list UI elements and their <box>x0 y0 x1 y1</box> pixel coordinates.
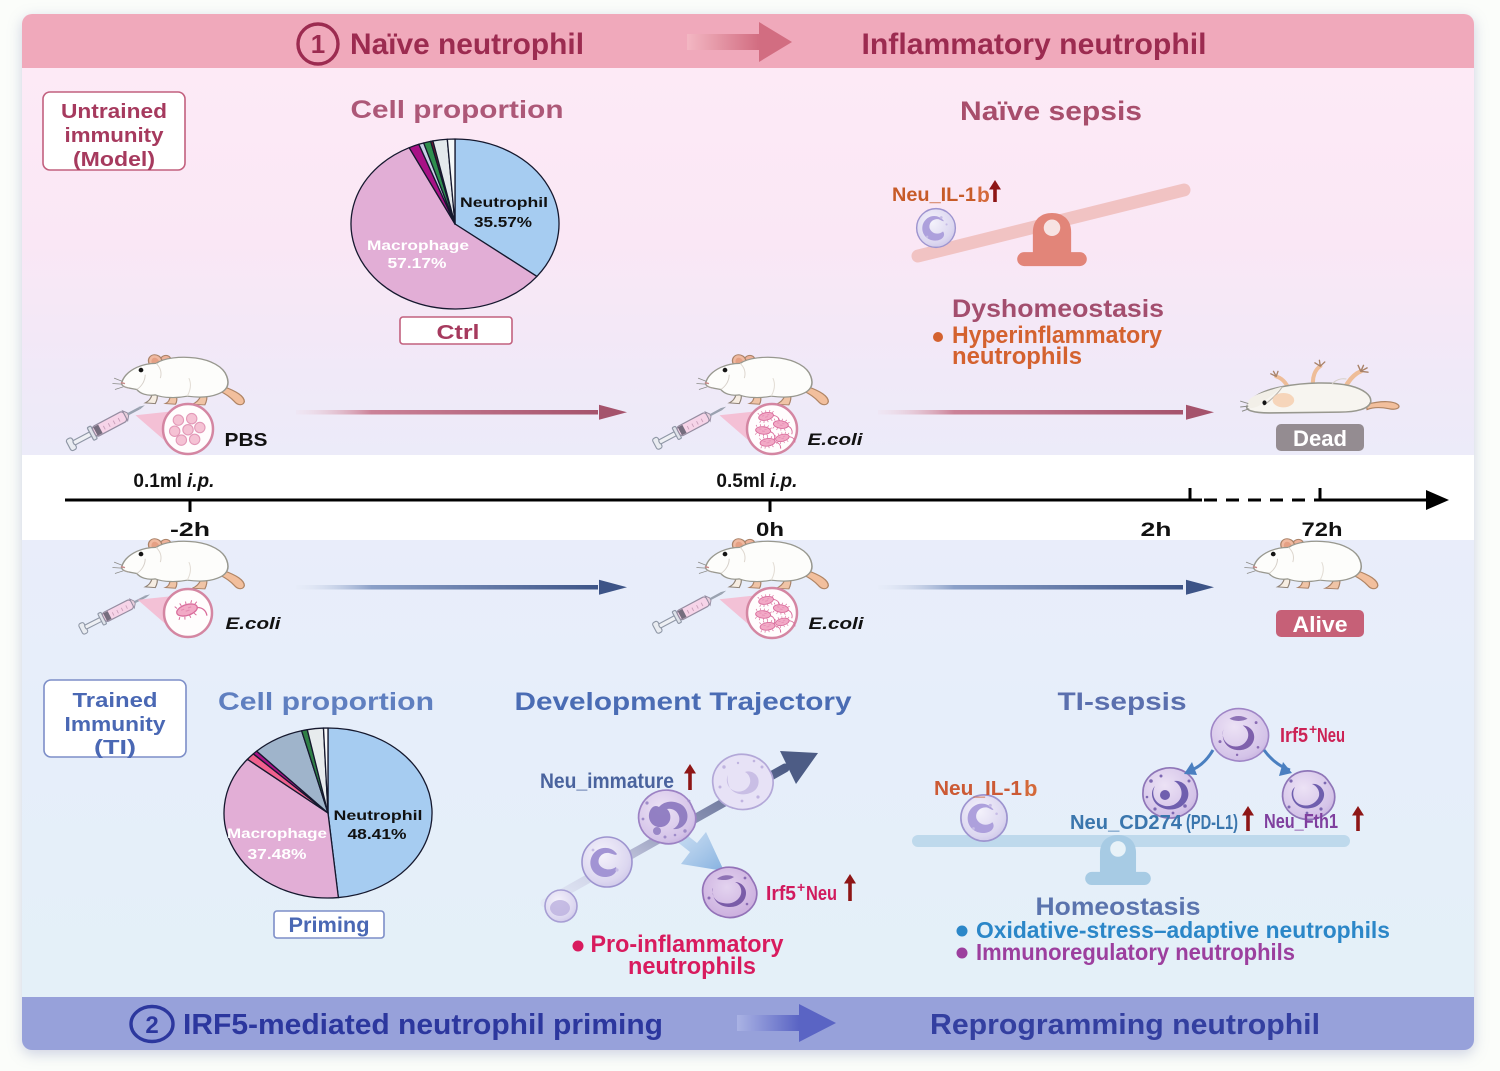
svg-text:PBS: PBS <box>225 430 268 450</box>
svg-text:neutrophils: neutrophils <box>628 953 756 980</box>
svg-text:2: 2 <box>145 1012 158 1039</box>
svg-text:Neu: Neu <box>806 883 837 905</box>
svg-text:Neu_immature: Neu_immature <box>540 770 674 793</box>
svg-text:Inflammatory neutrophil: Inflammatory neutrophil <box>862 28 1207 61</box>
svg-text:Pro-inflammatory: Pro-inflammatory <box>591 931 785 958</box>
svg-text:Naïve neutrophil: Naïve neutrophil <box>350 28 584 61</box>
svg-text:57.17%: 57.17% <box>388 255 447 272</box>
svg-text:Neu: Neu <box>1317 725 1345 747</box>
svg-text:TI-sepsis: TI-sepsis <box>1058 688 1187 716</box>
svg-text:0h: 0h <box>756 520 784 541</box>
svg-text:(TI): (TI) <box>94 737 136 759</box>
svg-text:Irf5: Irf5 <box>1280 725 1308 747</box>
svg-text:b: b <box>1024 776 1037 801</box>
svg-text:Homeostasis: Homeostasis <box>1036 893 1201 921</box>
svg-text:Neu_IL-1: Neu_IL-1 <box>934 777 1022 800</box>
svg-text:37.48%: 37.48% <box>248 846 307 863</box>
svg-text:Neu_CD274: Neu_CD274 <box>1070 812 1183 834</box>
svg-text:Macrophage: Macrophage <box>367 237 469 253</box>
svg-text:i.p.: i.p. <box>770 471 797 492</box>
svg-text:i.p.: i.p. <box>187 471 214 492</box>
svg-text:Reprogramming neutrophil: Reprogramming neutrophil <box>930 1009 1320 1041</box>
svg-text:Hyperinflammatory: Hyperinflammatory <box>952 322 1163 349</box>
svg-text:E.coli: E.coli <box>226 614 283 633</box>
svg-text:immunity: immunity <box>65 125 165 147</box>
svg-text:72h: 72h <box>1302 520 1343 541</box>
svg-text:+: + <box>797 879 805 895</box>
svg-text:2h: 2h <box>1141 520 1172 541</box>
svg-text:Oxidative-stress–adaptive neut: Oxidative-stress–adaptive neutrophils <box>976 917 1390 943</box>
svg-text:Neu_Fth1: Neu_Fth1 <box>1264 811 1338 833</box>
svg-text:48.41%: 48.41% <box>348 826 407 843</box>
svg-text:0.1ml: 0.1ml <box>133 471 182 492</box>
svg-text:Cell proportion: Cell proportion <box>351 96 564 124</box>
svg-text:Immunoregulatory neutrophils: Immunoregulatory neutrophils <box>976 939 1295 965</box>
svg-text:E.coli: E.coli <box>808 430 865 449</box>
svg-text:Priming: Priming <box>289 914 370 937</box>
svg-text:Dead: Dead <box>1293 426 1347 451</box>
svg-text:Trained: Trained <box>73 690 158 712</box>
svg-text:Ctrl: Ctrl <box>437 322 480 344</box>
svg-text:E.coli: E.coli <box>809 614 866 633</box>
svg-text:0.5ml: 0.5ml <box>716 471 765 492</box>
svg-text:IRF5-mediated neutrophil primi: IRF5-mediated neutrophil priming <box>183 1009 663 1041</box>
svg-text:Naïve sepsis: Naïve sepsis <box>960 96 1142 126</box>
svg-text:(PD-L1): (PD-L1) <box>1186 812 1238 834</box>
svg-text:Cell proportion: Cell proportion <box>218 688 434 716</box>
svg-text:Untrained: Untrained <box>61 101 167 123</box>
svg-text:+: + <box>1309 721 1317 737</box>
svg-text:Neutrophil: Neutrophil <box>460 194 548 210</box>
svg-text:(Model): (Model) <box>73 149 155 171</box>
svg-text:Neu_IL-1: Neu_IL-1 <box>892 184 976 206</box>
svg-text:Alive: Alive <box>1293 612 1348 637</box>
svg-text:Dyshomeostasis: Dyshomeostasis <box>952 295 1164 323</box>
svg-text:Macrophage: Macrophage <box>227 825 327 841</box>
svg-text:b: b <box>977 184 990 207</box>
svg-text:Irf5: Irf5 <box>766 883 796 905</box>
svg-text:35.57%: 35.57% <box>474 214 532 231</box>
svg-text:Immunity: Immunity <box>65 714 167 736</box>
svg-text:1: 1 <box>311 29 325 59</box>
svg-text:Development Trajectory: Development Trajectory <box>515 688 852 716</box>
svg-text:-2h: -2h <box>170 520 210 541</box>
svg-text:neutrophils: neutrophils <box>952 343 1082 370</box>
svg-text:Neutrophil: Neutrophil <box>334 807 423 823</box>
